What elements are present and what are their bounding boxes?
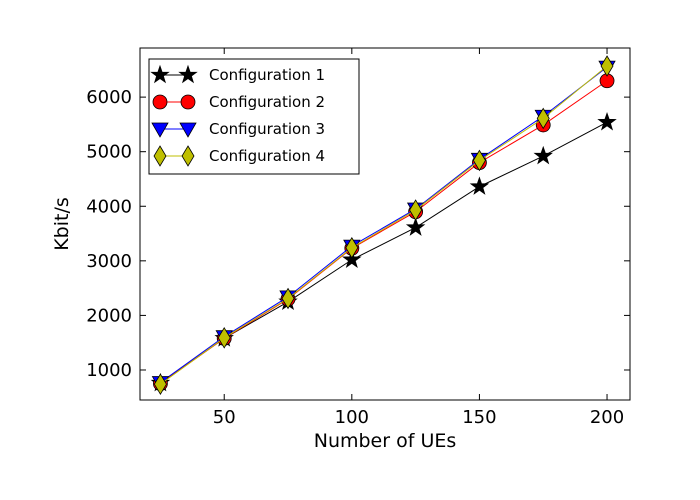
legend-marker <box>180 94 196 110</box>
data-point <box>597 112 617 131</box>
data-point <box>281 287 295 310</box>
y-tick-label: 2000 <box>86 305 132 326</box>
y-tick-label: 6000 <box>86 87 132 108</box>
legend-entry: Configuration 3 <box>151 120 325 138</box>
data-point <box>342 249 362 269</box>
legend-label: Configuration 4 <box>209 147 325 165</box>
legend: Configuration 1 Configuration 2 Configurat… <box>148 58 360 175</box>
data-point <box>345 236 359 259</box>
data-point <box>405 217 426 236</box>
data-point <box>153 373 167 395</box>
legend-marker <box>150 64 170 84</box>
x-tick-label: 100 <box>335 407 369 428</box>
y-tick-label: 3000 <box>86 251 132 272</box>
legend-entry: Configuration 2 <box>152 93 325 111</box>
data-point <box>472 149 486 172</box>
axis-ticks: 50 100 150 200 1000 2000 3000 4000 5000 6000 <box>86 48 630 428</box>
legend-marker <box>179 122 197 138</box>
y-tick-label: 5000 <box>86 142 132 163</box>
x-axis-label: Number of UEs <box>314 430 457 452</box>
series-line <box>160 65 608 385</box>
legend-entry: Configuration 1 <box>150 64 325 84</box>
series-layer <box>150 55 617 395</box>
data-point <box>409 199 423 221</box>
x-tick-label: 150 <box>462 407 496 428</box>
data-point <box>600 55 614 77</box>
x-tick-label: 50 <box>213 407 236 428</box>
y-tick-label: 1000 <box>86 360 132 381</box>
series-4 <box>153 55 614 395</box>
y-tick-label: 4000 <box>86 196 132 217</box>
legend-label: Configuration 3 <box>209 120 325 138</box>
legend-marker <box>181 145 195 167</box>
y-axis-label: Kbit/s <box>51 197 73 251</box>
legend-entry: Configuration 4 <box>153 145 325 167</box>
data-point <box>217 327 231 349</box>
data-point <box>533 145 553 165</box>
x-tick-label: 200 <box>590 407 624 428</box>
data-point <box>469 176 490 195</box>
legend-marker <box>178 64 198 84</box>
data-point <box>536 107 550 130</box>
legend-label: Configuration 2 <box>209 93 325 111</box>
series-line <box>160 66 608 383</box>
legend-marker <box>153 145 167 167</box>
legend-marker <box>152 94 168 110</box>
legend-label: Configuration 1 <box>209 66 325 84</box>
legend-marker <box>151 122 169 138</box>
